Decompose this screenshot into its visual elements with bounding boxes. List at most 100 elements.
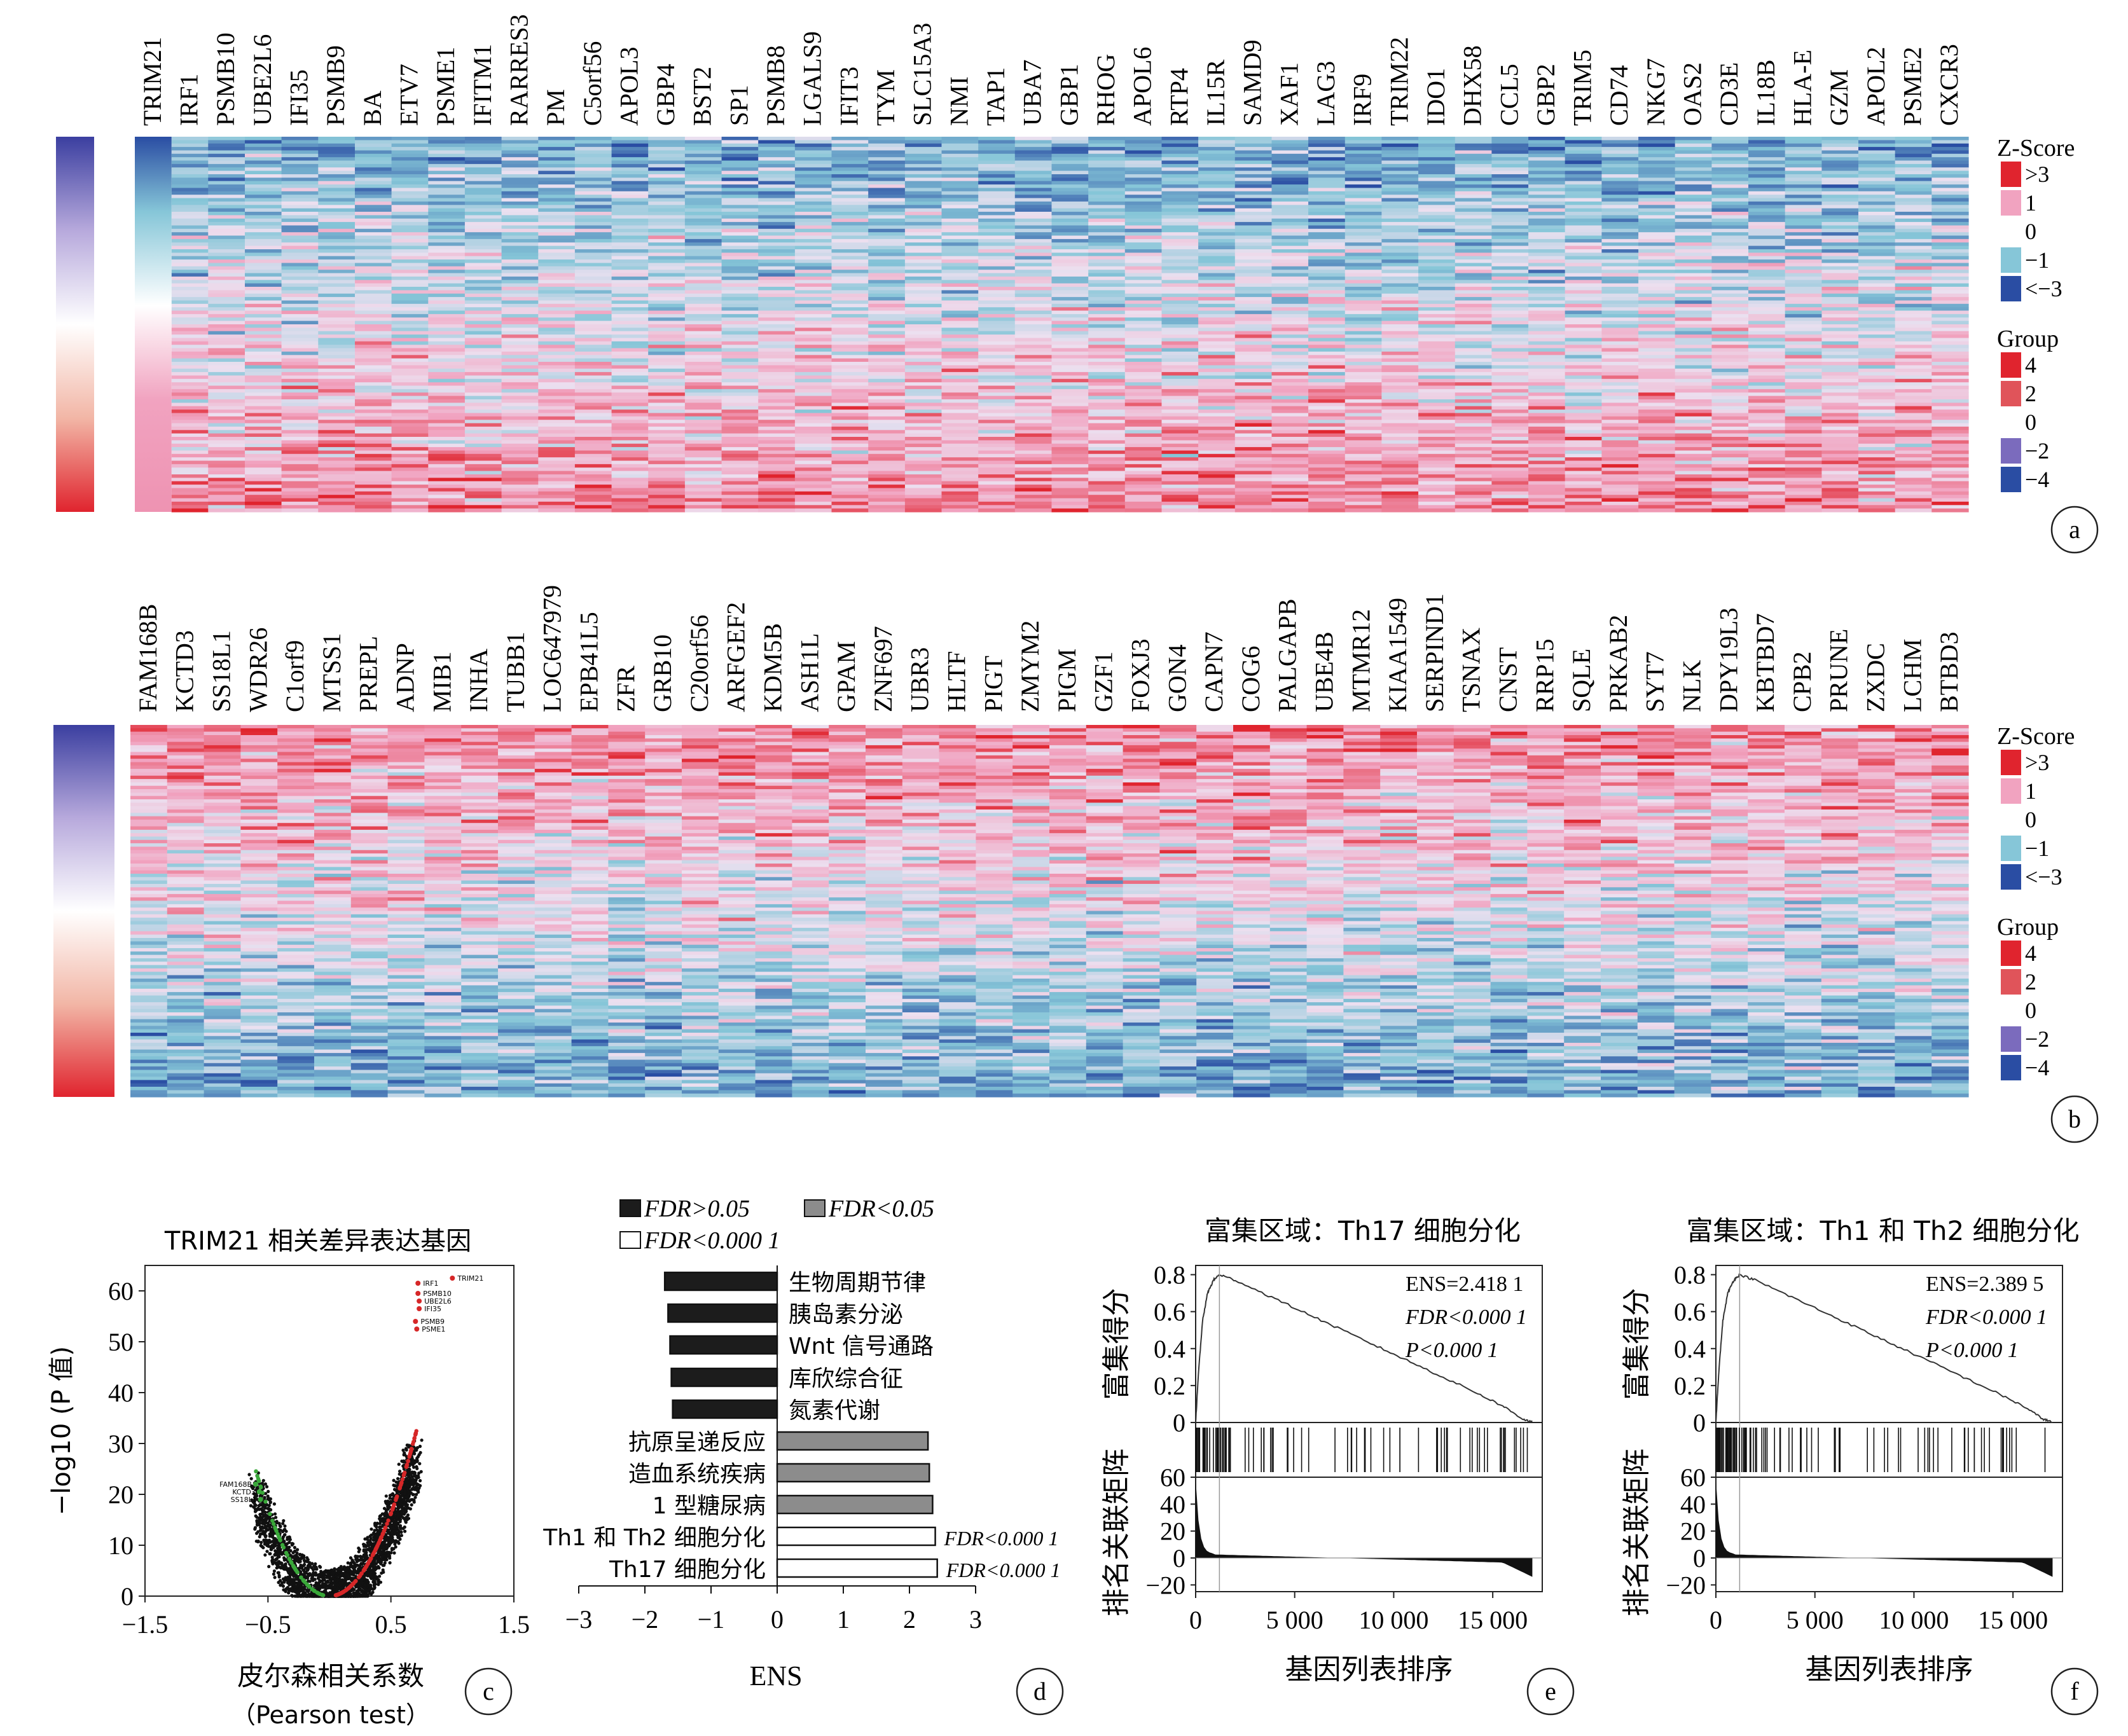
heatmap-cell — [1418, 195, 1456, 199]
heatmap-cell — [1308, 410, 1346, 414]
heatmap-cell — [611, 351, 649, 355]
heatmap-cell — [1271, 471, 1309, 475]
heatmap-cell — [1344, 447, 1383, 451]
heatmap-cell — [831, 195, 869, 199]
heatmap-cell — [1198, 188, 1236, 192]
heatmap-cell — [941, 195, 979, 199]
heatmap-cell — [758, 280, 796, 284]
heatmap-cell — [1601, 382, 1639, 387]
heatmap-cell — [1711, 430, 1749, 434]
heatmap-cell — [1711, 426, 1749, 431]
heatmap-cell — [1785, 453, 1822, 458]
heatmap-cell — [1785, 287, 1822, 291]
heatmap-cell — [1344, 485, 1383, 489]
heatmap-cell — [538, 443, 576, 448]
heatmap-cell — [1638, 341, 1676, 345]
heatmap-cell — [245, 423, 282, 427]
heatmap-cell — [1675, 467, 1712, 472]
heatmap-cell — [1601, 160, 1639, 165]
heatmap-cell — [611, 416, 649, 420]
heatmap-cell — [1271, 331, 1309, 335]
heatmap-cell — [1124, 188, 1163, 192]
heatmap-cell — [574, 273, 612, 277]
heatmap-cell — [355, 341, 392, 345]
heatmap-cell — [1308, 362, 1346, 366]
heatmap-cell — [1785, 163, 1822, 168]
heatmap-cell — [1088, 501, 1126, 506]
heatmap-cell — [355, 245, 392, 250]
heatmap-cell — [1711, 195, 1749, 199]
heatmap-cell — [1271, 266, 1309, 270]
heatmap-cell — [171, 225, 209, 230]
heatmap-cell — [1344, 324, 1383, 328]
heatmap-cell — [208, 307, 245, 312]
heatmap-cell — [318, 433, 356, 437]
heatmap-cell — [831, 447, 869, 451]
heatmap-cell — [1234, 313, 1273, 318]
heatmap-cell — [1381, 413, 1419, 417]
heatmap-cell — [1748, 218, 1786, 223]
heatmap-cell — [1748, 313, 1786, 318]
heatmap-cell — [1014, 303, 1053, 308]
heatmap-cell — [538, 137, 576, 141]
heatmap-cell — [1601, 453, 1639, 458]
heatmap-cell — [1234, 238, 1273, 243]
heatmap-cell — [1344, 163, 1383, 168]
heatmap-cell — [1675, 208, 1712, 212]
heatmap-cell — [1748, 416, 1786, 420]
heatmap-cell — [1198, 474, 1236, 478]
heatmap-cell — [904, 433, 943, 437]
heatmap-cell — [1711, 488, 1749, 492]
heatmap-cell — [538, 208, 576, 212]
heatmap-cell — [391, 276, 429, 280]
heatmap-cell — [464, 399, 502, 403]
heatmap-cell — [1271, 163, 1309, 168]
heatmap-cell — [904, 491, 943, 495]
heatmap-cell — [428, 331, 466, 335]
heatmap-cell — [1821, 170, 1859, 175]
heatmap-cell — [611, 140, 649, 144]
heatmap-cell — [1308, 440, 1346, 444]
heatmap-cell — [1491, 491, 1529, 495]
heatmap-cell — [1454, 153, 1493, 158]
heatmap-cell — [1381, 351, 1419, 355]
heatmap-cell — [281, 307, 319, 312]
heatmap-cell — [611, 447, 649, 451]
heatmap-cell — [1088, 212, 1126, 216]
heatmap-cell — [501, 174, 539, 178]
heatmap-cell — [941, 464, 979, 468]
heatmap-cell — [208, 150, 245, 155]
heatmap-cell — [501, 362, 539, 366]
heatmap-cell — [1051, 205, 1089, 209]
heatmap-cell — [1014, 392, 1053, 397]
heatmap-cell — [355, 467, 392, 472]
heatmap-cell — [574, 140, 612, 144]
heatmap-cell — [574, 290, 612, 294]
heatmap-cell — [721, 287, 759, 291]
heatmap-cell — [501, 266, 539, 270]
heatmap-cell — [648, 297, 686, 301]
heatmap-cell — [831, 263, 869, 267]
heatmap-cell — [758, 273, 796, 277]
heatmap-cell — [1565, 345, 1602, 349]
heatmap-cell — [1234, 191, 1273, 195]
heatmap-cell — [171, 334, 209, 339]
heatmap-cell — [1088, 485, 1126, 489]
heatmap-cell — [355, 212, 392, 216]
heatmap-cell — [1785, 403, 1822, 407]
heatmap-cell — [1088, 143, 1126, 148]
heatmap-cell — [208, 420, 245, 424]
heatmap-cell — [1344, 259, 1383, 264]
heatmap-cell — [1234, 201, 1273, 205]
heatmap-cell — [1565, 355, 1602, 359]
heatmap-cell — [501, 310, 539, 315]
heatmap-cell — [1601, 167, 1639, 172]
heatmap-cell — [1785, 385, 1822, 390]
heatmap-cell — [1638, 313, 1676, 318]
heatmap-cell — [1528, 491, 1566, 495]
heatmap-cell — [868, 252, 906, 257]
heatmap-cell — [1234, 276, 1273, 280]
heatmap-cell — [574, 498, 612, 502]
heatmap-cell — [1785, 317, 1822, 322]
heatmap-cell — [1014, 474, 1053, 478]
